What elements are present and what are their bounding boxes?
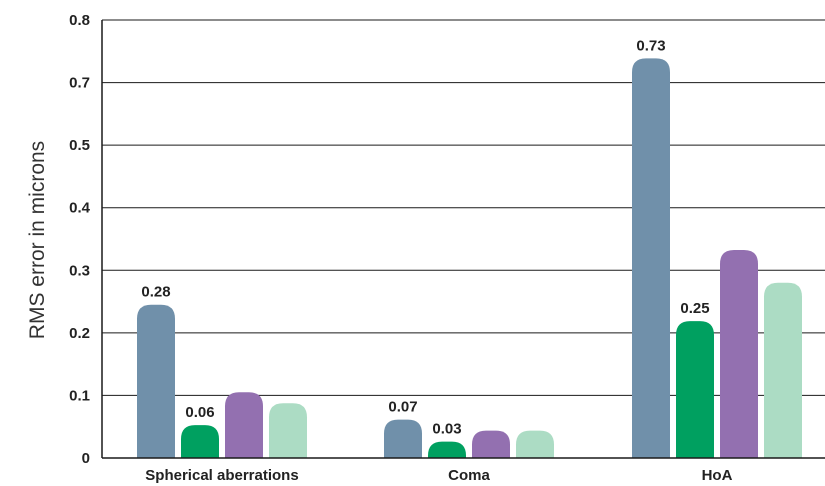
x-category-label: Spherical aberrations [145, 467, 298, 484]
bar [137, 304, 175, 458]
bar [428, 441, 466, 458]
bar [720, 249, 758, 458]
data-label: 0.28 [141, 284, 170, 301]
data-label: 0.73 [636, 37, 665, 54]
y-tick-label: 0.8 [69, 12, 90, 29]
bar [472, 430, 510, 458]
bar [516, 430, 554, 458]
y-tick-label: 0.4 [69, 200, 91, 217]
bars [137, 58, 802, 458]
x-category-label: Coma [448, 467, 490, 484]
bar [384, 419, 422, 458]
data-label: 0.25 [680, 300, 709, 317]
bar [676, 321, 714, 458]
y-tick-label: 0.7 [69, 75, 90, 92]
labels: 0 0.1 0.2 0.3 0.4 0.5 0.7 0.8 0.28 0.06 Spherical … [69, 12, 732, 484]
y-tick-label: 0 [82, 450, 90, 467]
y-tick-label: 0.2 [69, 325, 90, 342]
data-label: 0.06 [185, 404, 214, 421]
data-label: 0.03 [432, 421, 461, 438]
y-tick-label: 0.1 [69, 387, 90, 404]
bar [764, 282, 802, 458]
bar [269, 403, 307, 458]
data-label: 0.07 [388, 399, 417, 416]
bar [632, 58, 670, 458]
x-category-label: HoA [702, 467, 733, 484]
bar [225, 392, 263, 458]
grid-lines [102, 19, 825, 396]
y-tick-label: 0.3 [69, 262, 90, 279]
y-axis-title: RMS error in microns [26, 141, 49, 339]
bar [181, 425, 219, 458]
y-tick-label: 0.5 [69, 137, 90, 154]
axes [101, 20, 825, 459]
